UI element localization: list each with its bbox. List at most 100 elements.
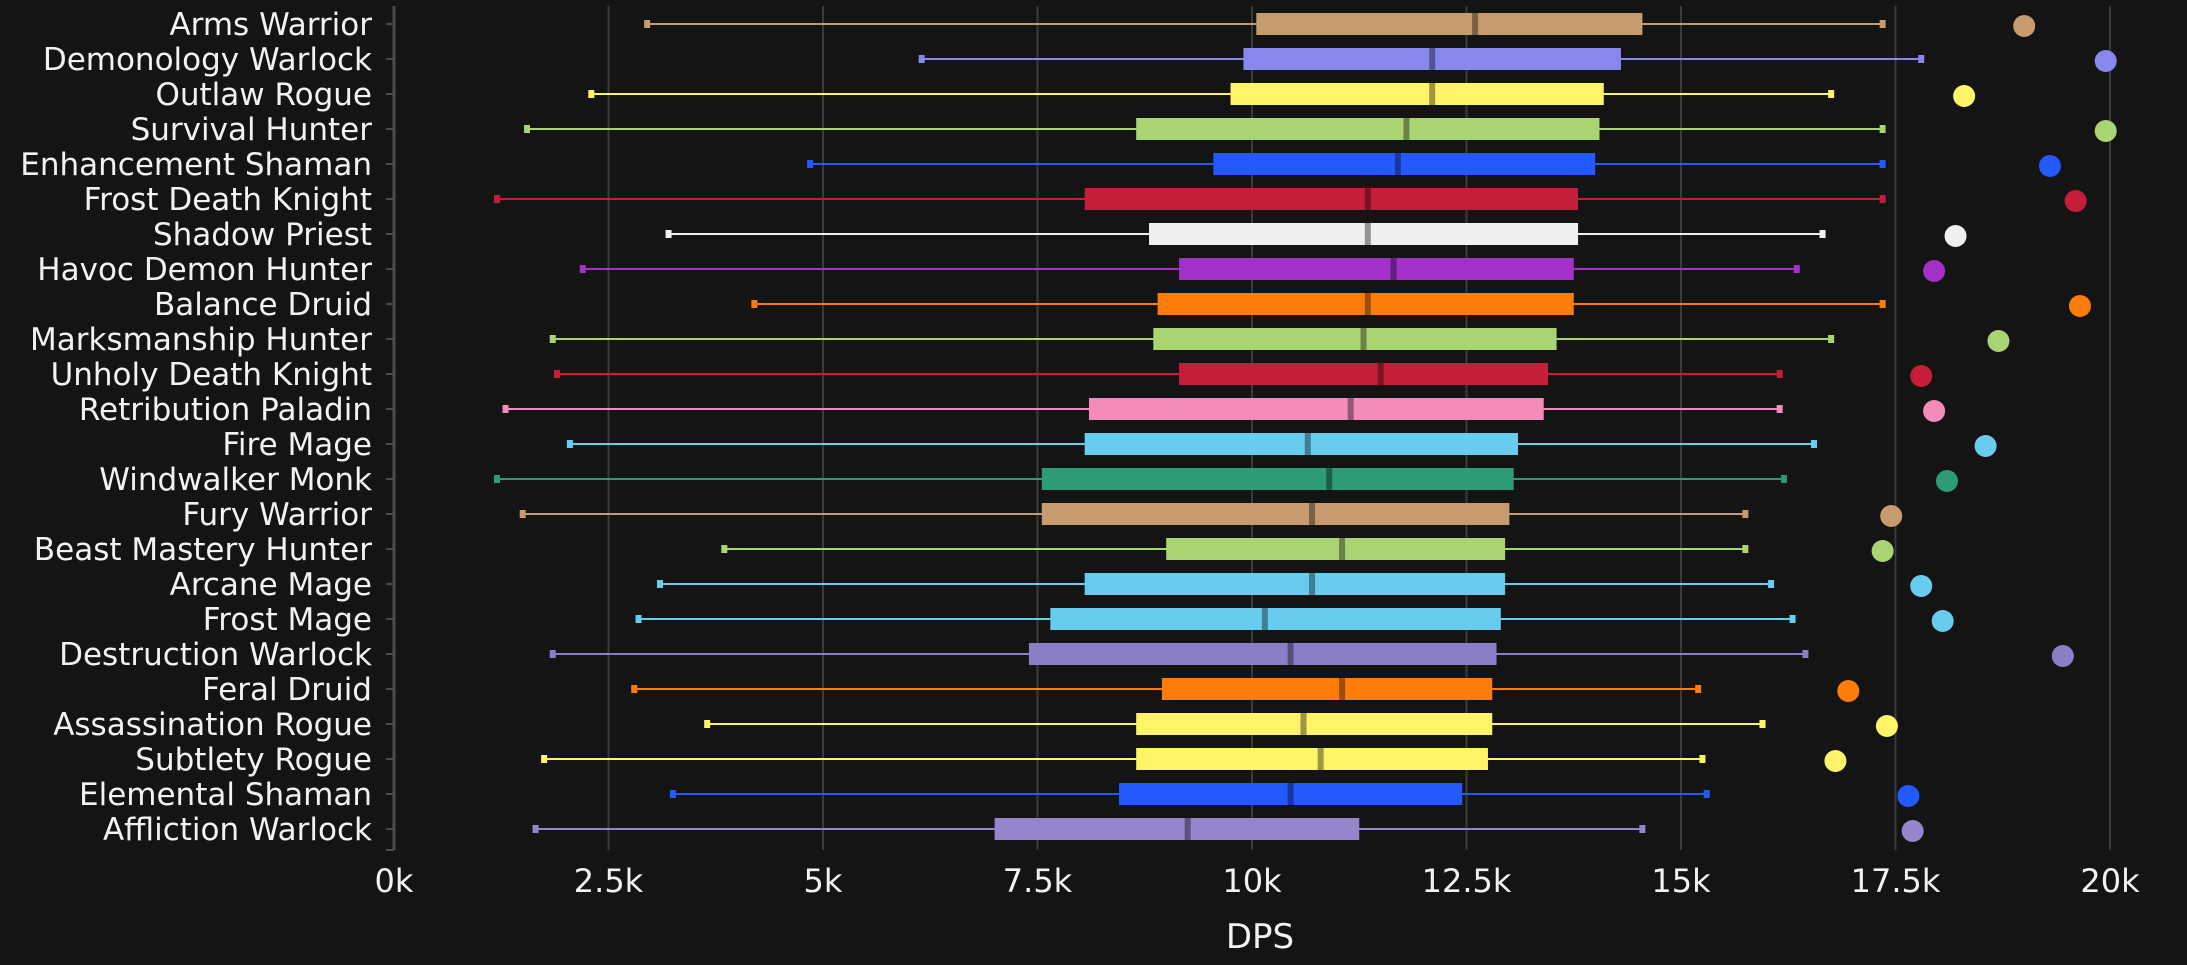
outlier-point [1880,505,1903,527]
box-series-row [807,153,2061,177]
axes [386,6,396,851]
whisker-max-cap [1879,300,1886,308]
outlier-point [2013,15,2036,37]
spec-label: Frost Death Knight [84,182,372,218]
spec-label: Feral Druid [202,672,372,708]
median-marker [1339,538,1346,560]
outlier-point [2064,190,2087,212]
whisker-min-cap [751,300,758,308]
spec-label: Fire Mage [222,427,372,463]
iqr-box [1161,678,1493,700]
whisker-max-cap [1789,615,1796,623]
whisker-min-cap [549,650,556,658]
whisker-min-cap [631,685,638,693]
x-tick-labels: 0k 2.5k 5k 7.5k 10k 12.5k 15k 17.5k 20k [375,862,2141,900]
box-series-row [635,608,1954,632]
spec-label: Marksmanship Hunter [30,322,372,358]
grid-lines [607,6,2111,850]
outlier-point [1931,610,1954,632]
iqr-box [1084,573,1506,595]
iqr-box [1179,258,1574,280]
whisker-max-cap [1768,580,1775,588]
box-series-row [523,118,2117,142]
median-marker [1317,748,1324,770]
median-marker [1326,468,1333,490]
iqr-box [1153,328,1557,350]
outlier-point [1923,260,1946,282]
whisker-max-cap [1776,405,1783,413]
whisker-min-cap [493,195,500,203]
iqr-box [994,818,1360,840]
box-series-row [631,678,1860,702]
spec-label: Assassination Rogue [53,707,372,743]
whisker-max-cap [1639,825,1646,833]
outlier-point [1923,400,1946,422]
whisker-min-cap [579,265,586,273]
median-marker [1287,783,1294,805]
median-marker [1472,13,1479,35]
outlier-point [2051,645,2074,667]
whisker-min-cap [519,510,526,518]
iqr-box [1230,83,1604,105]
whisker-max-cap [1793,265,1800,273]
median-marker [1364,188,1371,210]
whisker-max-cap [1819,230,1826,238]
spec-label: Subtlety Rogue [135,742,372,778]
median-marker [1309,573,1316,595]
spec-label: Beast Mastery Hunter [34,532,372,568]
spec-label: Affliction Warlock [103,812,372,848]
box-series-row [656,573,1933,597]
iqr-box [1088,398,1544,420]
box-series-row [579,258,1946,282]
whisker-min-cap [635,615,642,623]
iqr-box [1028,643,1497,665]
outlier-point [1974,435,1997,457]
spec-label: Outlaw Rogue [155,77,372,113]
iqr-box [1166,538,1506,560]
outlier-point [1987,330,2010,352]
spec-label: Balance Druid [154,287,372,323]
x-tick-label: 17.5k [1851,862,1941,900]
whisker-min-cap [493,475,500,483]
median-marker [1347,398,1354,420]
outlier-point [1824,750,1847,772]
whisker-min-cap [532,825,539,833]
spec-label: Unholy Death Knight [51,357,372,393]
whisker-max-cap [1759,720,1766,728]
outlier-point [2094,50,2117,72]
box-series-row [493,188,2087,212]
median-marker [1364,223,1371,245]
iqr-box [1041,503,1510,525]
box-series-row [588,83,1976,107]
outlier-point [2094,120,2117,142]
median-marker [1429,48,1436,70]
x-tick-label: 2.5k [574,862,644,900]
outlier-point [1910,575,1933,597]
spec-label: Arms Warrior [169,7,372,43]
whisker-min-cap [644,20,651,28]
median-marker [1390,258,1397,280]
x-tick-label: 15k [1651,862,1711,900]
whisker-min-cap [656,580,663,588]
median-marker [1309,503,1316,525]
x-tick-label: 20k [2080,862,2140,900]
box-series-row [566,433,1997,457]
whisker-max-cap [1828,90,1835,98]
whisker-max-cap [1828,335,1835,343]
median-marker [1300,713,1307,735]
outlier-point [1837,680,1860,702]
whisker-min-cap [721,545,728,553]
median-marker [1403,118,1410,140]
box-series-row [554,363,1933,387]
spec-label: Enhancement Shaman [20,147,372,183]
whisker-min-cap [541,755,548,763]
median-marker [1360,328,1367,350]
iqr-box [1136,118,1600,140]
spec-label: Elemental Shaman [79,777,372,813]
whisker-min-cap [554,370,561,378]
median-marker [1429,83,1436,105]
whisker-max-cap [1879,195,1886,203]
box-series-row [549,328,2010,352]
